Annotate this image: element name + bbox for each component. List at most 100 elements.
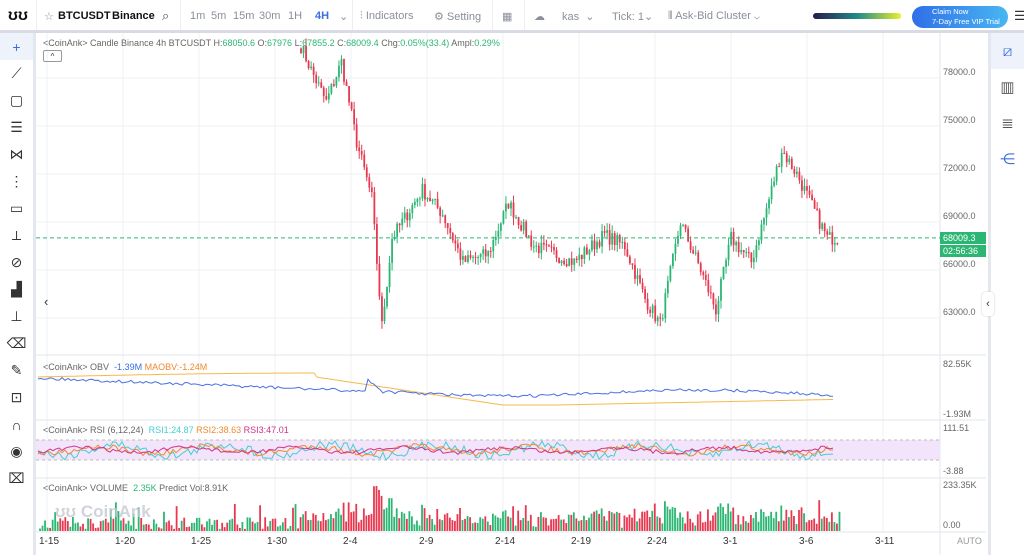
volume-bar (808, 520, 811, 531)
candle-body (752, 257, 755, 263)
eraser-icon[interactable]: ⌫ (6, 335, 27, 351)
fib-lines-icon[interactable]: ☰ (10, 119, 23, 135)
lock-draw-icon[interactable]: ✎ (10, 362, 23, 378)
volume-bar (712, 515, 714, 531)
volume-bar (656, 516, 659, 531)
candle-body (350, 102, 353, 110)
interval-30m[interactable]: 30m (259, 10, 281, 22)
price-tick: 78000.0 (943, 67, 976, 77)
search-icon[interactable]: ⌕ (162, 8, 170, 23)
note-icon[interactable]: ▭ (9, 200, 24, 216)
date-tick: 1-30 (267, 536, 288, 547)
volume-bar (618, 512, 621, 531)
share-icon[interactable]: ⋲ (1000, 151, 1015, 168)
measure-icon[interactable]: ⊥ (10, 308, 23, 324)
eye-icon[interactable]: ◉ (10, 443, 23, 459)
heatmap-color-slider[interactable] (813, 13, 901, 19)
cluster-select[interactable]: ⫴ Ask-Bid Cluster ⌄ (668, 10, 760, 22)
candle-body (704, 274, 707, 280)
candle-body (712, 293, 715, 305)
volume-bar (163, 511, 165, 531)
rsi-title: <CoinAnk> RSI (6,12,24) (43, 425, 144, 435)
exchange-name[interactable]: Binance (112, 10, 155, 22)
volume-bar (416, 520, 418, 531)
user-select[interactable]: kas ⌄ (562, 11, 595, 23)
volume-bar (335, 511, 337, 531)
volume-bar (633, 508, 636, 531)
interval-1m[interactable]: 1m (190, 10, 206, 22)
candle-body (345, 81, 348, 87)
volume-bar (375, 486, 378, 531)
candle-body (583, 247, 586, 259)
candle-body (636, 275, 639, 279)
volume-bar (537, 516, 540, 531)
volume-bar (502, 511, 504, 531)
candle-body (661, 318, 664, 320)
magnet-icon[interactable]: ∩ (11, 416, 22, 433)
chart-panel-icon[interactable]: ⧄ (991, 33, 1024, 69)
interval-4h[interactable]: 4H (315, 10, 330, 22)
tick-select[interactable]: Tick: 1⌄ (612, 11, 654, 23)
obv-legend: <CoinAnk> OBV -1.39M MAOBV:-1.24M (43, 362, 207, 372)
chart-bars-icon[interactable]: ▟ (11, 281, 22, 297)
candle-body (836, 243, 839, 245)
trash-icon[interactable]: ⌧ (8, 470, 25, 486)
volume-bar (400, 511, 403, 531)
interval-5m[interactable]: 5m (211, 10, 227, 22)
volume-bar (762, 511, 765, 531)
volume-bar (750, 514, 752, 531)
candle-body (456, 243, 459, 249)
volume-bar (59, 518, 62, 531)
expand-right-button[interactable]: ‹ (982, 292, 994, 316)
layout-grid-icon[interactable]: ▦ (502, 11, 513, 23)
volume-bar (469, 517, 471, 531)
parallel-channel-icon[interactable]: ⋮ (9, 173, 24, 189)
chart-canvas[interactable] (36, 33, 986, 555)
symbol-name[interactable]: BTCUSDT (58, 10, 111, 22)
price-tick: 69000.0 (943, 211, 976, 221)
ruler-icon[interactable]: ⟂ (11, 227, 22, 243)
predict-volume: Predict Vol:8.91K (159, 483, 229, 493)
auto-scale-button[interactable]: AUTO (957, 536, 982, 546)
scroll-left-button[interactable]: ‹ (44, 294, 49, 309)
candle-body (391, 239, 393, 263)
candle-body (312, 66, 315, 75)
volume-bar (74, 523, 77, 531)
list-icon[interactable]: ≣ (1001, 115, 1014, 132)
volume-bar (352, 511, 355, 531)
setting-label: Setting (446, 11, 482, 23)
collapse-legend-button[interactable]: ^ (43, 50, 62, 62)
vip-trial-button[interactable]: Claim Now 7-Day Free VIP Trial (912, 6, 1008, 28)
cloud-icon[interactable]: ☁ (534, 11, 545, 23)
candle-body (343, 59, 345, 82)
indicators-button[interactable]: ⫶ Indicators (360, 10, 414, 22)
candle-body (755, 245, 758, 258)
brush-icon[interactable]: ⊘ (10, 254, 23, 270)
interval-1h[interactable]: 1H (288, 10, 303, 22)
menu-icon[interactable]: ☰ (1014, 8, 1024, 23)
candle-body (330, 84, 333, 94)
volume-bar (623, 515, 626, 531)
volume-bar (744, 521, 747, 531)
volume-bar (545, 517, 547, 531)
crosshair-icon[interactable]: + (0, 33, 33, 60)
candle-body (540, 242, 543, 254)
volume-bar (605, 520, 608, 531)
rectangle-icon[interactable]: ▢ (9, 92, 24, 108)
candle-body (763, 217, 765, 225)
volume-bar (216, 519, 218, 531)
trend-line-icon[interactable]: ⟋ (11, 65, 22, 81)
favorite-star-icon[interactable]: ☆ (44, 11, 54, 23)
interval-15m[interactable]: 15m (233, 10, 255, 22)
candle-body (360, 151, 363, 155)
candle-body (644, 289, 646, 299)
volume-bar (431, 518, 434, 531)
pattern-icon[interactable]: ⋈ (9, 146, 24, 162)
lock-icon[interactable]: ⊡ (10, 389, 23, 405)
chevron-down-icon[interactable]: ⌄ (339, 11, 349, 23)
candle-body (517, 217, 520, 226)
bar-stats-icon[interactable]: ▥ (1000, 79, 1015, 96)
volume-bar (689, 518, 692, 531)
setting-button[interactable]: ⚙ Setting (434, 11, 482, 23)
volume-bar (71, 517, 74, 531)
